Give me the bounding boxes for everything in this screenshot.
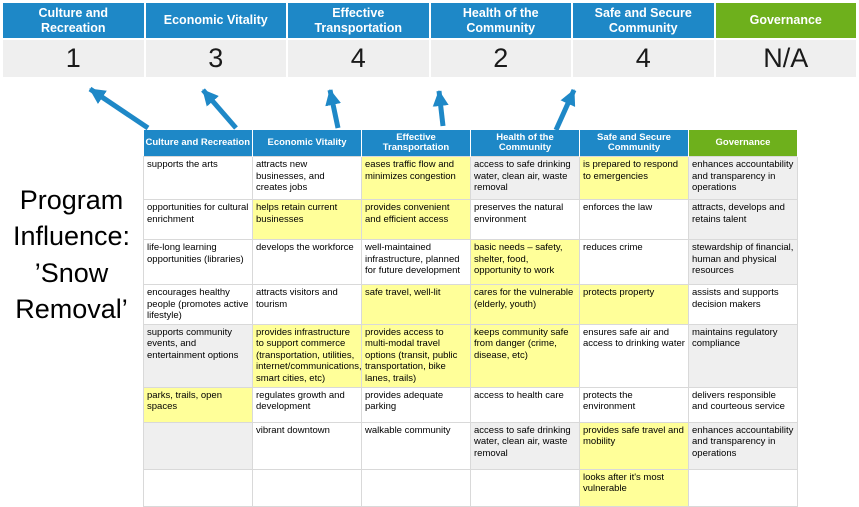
matrix-cell-economic-vitality-r4: attracts visitors and tourism [252,284,362,325]
matrix-cell-culture-and-recreation-r6: parks, trails, open spaces [143,386,253,423]
program-label-line: ’Snow [34,257,109,288]
matrix-cell-culture-and-recreation-r3: life-long learning opportunities (librar… [143,239,253,285]
matrix-header-culture-and-recreation: Culture and Recreation [143,130,253,157]
matrix-cell-governance-r4: assists and supports decision makers [688,284,798,325]
matrix-row: vibrant downtown walkable community access… [143,421,798,470]
program-influence-label: Program Influence: ’Snow Removal’ [0,182,143,328]
matrix-row: supports the arts attracts new businesses… [143,156,798,200]
matrix-cell-safe-and-secure-community-r7: provides safe travel and mobility [579,421,689,470]
matrix-cell-safe-and-secure-community-r8: looks after it's most vulnerable [579,468,689,507]
matrix-row: looks after it's most vulnerable [143,468,798,507]
program-label-line: Influence: [12,221,131,252]
matrix-cell-health-of-the-community-r8 [470,468,580,507]
matrix-cell-safe-and-secure-community-r4: protects property [579,284,689,325]
matrix-cell-health-of-the-community-r1: access to safe drinking water, clean air… [470,156,580,200]
priorities-matrix: Culture and Recreation Economic Vitality E… [143,130,798,507]
matrix-cell-economic-vitality-r8 [252,468,362,507]
arrow-up-icon [553,88,577,132]
matrix-row: encourages healthy people (promotes acti… [143,284,798,325]
matrix-cell-economic-vitality-r5: provides infrastructure to support comme… [252,323,362,388]
matrix-header-governance: Governance [688,130,798,157]
matrix-header-row: Culture and Recreation Economic Vitality E… [143,130,798,157]
matrix-cell-culture-and-recreation-r1: supports the arts [143,156,253,200]
program-label-line: Program [19,185,124,215]
matrix-cell-health-of-the-community-r5: keeps community safe from danger (crime,… [470,323,580,388]
matrix-body: supports the arts attracts new businesses… [143,156,798,507]
scoreboard-header-effective-transportation: Effective Transportation [288,3,429,38]
matrix-cell-health-of-the-community-r4: cares for the vulnerable (elderly, youth… [470,284,580,325]
matrix-cell-effective-transportation-r7: walkable community [361,421,471,470]
matrix-header-economic-vitality: Economic Vitality [252,130,362,157]
matrix-cell-economic-vitality-r6: regulates growth and development [252,386,362,423]
scoreboard: Culture and Recreation 1 Economic Vitality… [3,3,856,77]
scoreboard-score-governance: N/A [715,40,856,77]
matrix-cell-effective-transportation-r5: provides access to multi-modal travel op… [361,323,471,388]
scoreboard-header-economic-vitality: Economic Vitality [145,3,286,38]
matrix-cell-economic-vitality-r7: vibrant downtown [252,421,362,470]
scoreboard-score-health-of-the-community: 2 [430,40,571,77]
matrix-cell-safe-and-secure-community-r2: enforces the law [579,199,689,240]
matrix-cell-health-of-the-community-r7: access to safe drinking water, clean air… [470,421,580,470]
program-label-line: Removal’ [15,294,128,325]
matrix-cell-culture-and-recreation-r4: encourages healthy people (promotes acti… [143,284,253,325]
matrix-cell-governance-r1: enhances accountability and transparency… [688,156,798,200]
matrix-cell-effective-transportation-r4: safe travel, well-lit [361,284,471,325]
arrow-up-icon [201,88,238,130]
matrix-cell-health-of-the-community-r6: access to health care [470,386,580,423]
scoreboard-score-safe-and-secure-community: 4 [573,40,714,77]
scoreboard-header-safe-and-secure-community: Safe and Secure Community [573,3,714,38]
matrix-cell-culture-and-recreation-r5: supports community events, and entertain… [143,323,253,388]
matrix-row: life-long learning opportunities (librar… [143,239,798,285]
influence-arrows [88,86,577,132]
matrix-cell-governance-r3: stewardship of financial, human and phys… [688,239,798,285]
matrix-cell-culture-and-recreation-r2: opportunities for cultural enrichment [143,199,253,240]
matrix-cell-effective-transportation-r2: provides convenient and efficient access [361,199,471,240]
matrix-header-health-of-the-community: Health of the Community [470,130,580,157]
matrix-header-effective-transportation: Effective Transportation [361,130,471,157]
matrix-cell-governance-r8 [688,468,798,507]
matrix-cell-health-of-the-community-r2: preserves the natural environment [470,199,580,240]
scoreboard-score-culture-and-recreation: 1 [3,40,144,77]
slide: { "slide_title": "Program Influence: ’Sn… [0,3,856,507]
scoreboard-header-governance: Governance [715,3,856,38]
matrix-cell-culture-and-recreation-r8 [143,468,253,507]
matrix-cell-safe-and-secure-community-r6: protects the environment [579,386,689,423]
scoreboard-header-culture-and-recreation: Culture and Recreation [3,3,144,38]
matrix-header-safe-and-secure-community: Safe and Secure Community [579,130,689,157]
matrix-row: supports community events, and entertain… [143,323,798,388]
matrix-cell-health-of-the-community-r3: basic needs – safety, shelter, food, opp… [470,239,580,285]
matrix-cell-governance-r7: enhances accountability and transparency… [688,421,798,470]
matrix-cell-culture-and-recreation-r7 [143,421,253,470]
matrix-row: parks, trails, open spaces regulates grow… [143,386,798,423]
matrix-cell-effective-transportation-r6: provides adequate parking [361,386,471,423]
matrix-cell-safe-and-secure-community-r3: reduces crime [579,239,689,285]
scoreboard-score-effective-transportation: 4 [288,40,429,77]
matrix-cell-economic-vitality-r3: develops the workforce [252,239,362,285]
matrix-row: opportunities for cultural enrichment hel… [143,199,798,240]
matrix-cell-governance-r2: attracts, develops and retains talent [688,199,798,240]
matrix-cell-effective-transportation-r3: well-maintained infrastructure, planned … [361,239,471,285]
scoreboard-header-health-of-the-community: Health of the Community [430,3,571,38]
matrix-cell-safe-and-secure-community-r5: ensures safe air and access to drinking … [579,323,689,388]
arrow-up-icon [325,89,341,129]
matrix-cell-effective-transportation-r8 [361,468,471,507]
arrow-up-icon [88,86,150,131]
matrix-cell-governance-r6: delivers responsible and courteous servi… [688,386,798,423]
matrix-cell-economic-vitality-r1: attracts new businesses, and creates job… [252,156,362,200]
matrix-cell-economic-vitality-r2: helps retain current businesses [252,199,362,240]
matrix-cell-governance-r5: maintains regulatory compliance [688,323,798,388]
arrow-up-icon [432,90,449,127]
matrix-cell-effective-transportation-r1: eases traffic flow and minimizes congest… [361,156,471,200]
matrix-cell-safe-and-secure-community-r1: is prepared to respond to emergencies [579,156,689,200]
scoreboard-score-economic-vitality: 3 [145,40,286,77]
